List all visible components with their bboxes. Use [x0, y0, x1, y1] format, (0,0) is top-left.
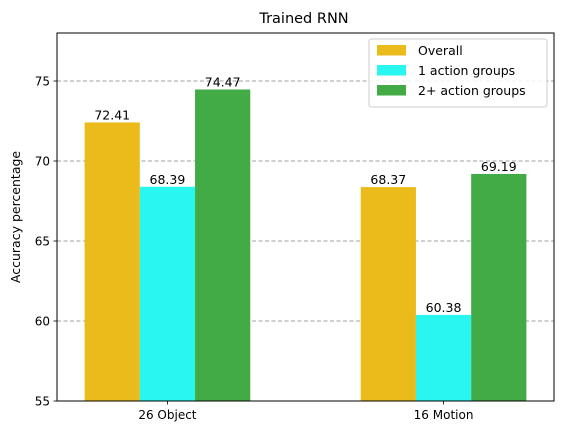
value-labels: 72.41 68.37 68.39 60.38 74.47 69.19: [94, 74, 516, 314]
chart-title: Trained RNN: [258, 11, 348, 27]
legend-box: [368, 38, 548, 108]
xtick-label-1: 16 Motion: [414, 408, 474, 422]
value-label-2-1: 69.19: [481, 159, 517, 174]
value-label-1-1: 60.38: [426, 300, 462, 315]
ytick-label-55: 55: [35, 394, 50, 408]
gridlines: [57, 80, 554, 322]
legend-swatch-1: [377, 65, 406, 76]
bars: [84, 89, 527, 401]
bar-1-0: [139, 186, 196, 401]
legend-label-2: 2+ action groups: [418, 83, 526, 98]
ytick-label-65: 65: [35, 234, 50, 248]
value-label-0-0: 72.41: [94, 107, 130, 122]
bar-2-0: [195, 89, 251, 401]
legend-swatch-0: [377, 45, 406, 56]
y-axis: 55 60 65 70 75: [35, 74, 57, 408]
value-label-1-0: 68.39: [150, 172, 186, 187]
legend-label-0: Overall: [418, 43, 463, 58]
ytick-label-75: 75: [35, 74, 50, 88]
plot-frame: [56, 32, 555, 402]
bar-2-1: [471, 173, 527, 401]
value-label-2-0: 74.47: [205, 74, 241, 89]
y-axis-label: Accuracy percentage: [8, 151, 23, 284]
xtick-label-0: 26 Object: [138, 408, 196, 422]
x-axis: 26 Object 16 Motion: [138, 401, 473, 422]
ytick-label-60: 60: [35, 314, 50, 328]
legend-swatch-2: [377, 85, 406, 96]
bar-0-0: [84, 122, 140, 401]
bar-1-1: [415, 314, 472, 401]
value-label-0-1: 68.37: [370, 172, 406, 187]
legend-label-1: 1 action groups: [418, 63, 515, 78]
ytick-label-70: 70: [35, 154, 50, 168]
legend: Overall 1 action groups 2+ action groups: [368, 38, 548, 108]
bar-0-1: [360, 187, 416, 401]
